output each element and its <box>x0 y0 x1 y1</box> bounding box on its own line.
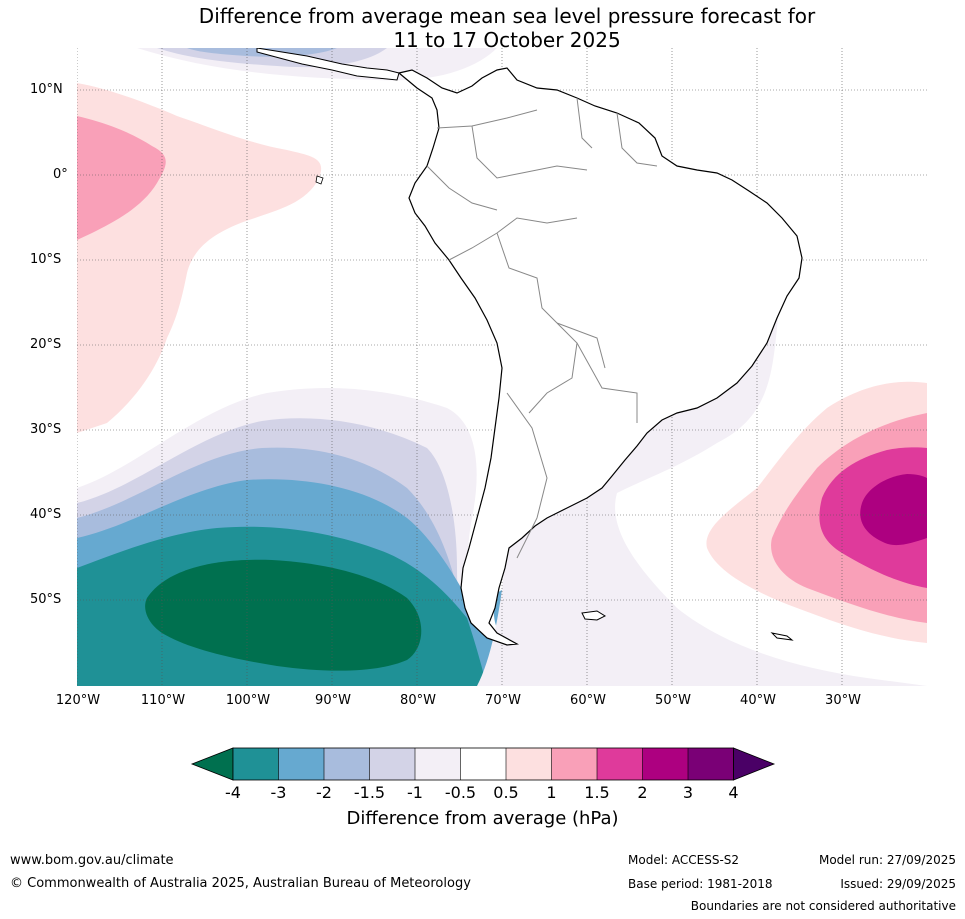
colorbar-outline <box>232 747 734 781</box>
legend-tick-minus-1-5: -1.5 <box>353 783 386 802</box>
colorbar-bin-5 <box>415 748 461 780</box>
colorbar-bin-6 <box>460 748 506 780</box>
lon-label-110w: 110°W <box>140 693 186 708</box>
south-georgia-island <box>770 632 794 641</box>
lat-label-30s: 30°S <box>30 422 62 437</box>
lon-label-40w: 40°W <box>740 693 776 708</box>
colorbar-bin-2 <box>278 748 324 780</box>
lat-label-40s: 40°S <box>30 507 62 522</box>
country-borders <box>426 97 658 559</box>
footer-model: Model: ACCESS-S2 <box>628 853 740 867</box>
colorbar-bin-10 <box>642 748 688 780</box>
anomaly-west-pink <box>77 116 166 240</box>
title-line-1: Difference from average mean sea level p… <box>198 4 816 28</box>
legend-tick-minus-3: -3 <box>270 783 287 802</box>
colorbar-bin-4 <box>369 748 415 780</box>
legend-tick-minus-2: -2 <box>316 783 332 802</box>
anomaly-sw-deep-green <box>145 559 422 671</box>
colorbar-bin-7 <box>506 748 552 780</box>
lon-label-90w: 90°W <box>315 693 351 708</box>
lat-label-0: 0° <box>53 167 68 182</box>
lon-label-60w: 60°W <box>570 693 606 708</box>
legend-tick-1-5: 1.5 <box>584 783 610 802</box>
legend-tick-0-5: 0.5 <box>493 783 519 802</box>
lon-label-80w: 80°W <box>400 693 436 708</box>
galapagos-islands <box>315 175 324 185</box>
pressure-anomaly-map <box>77 48 927 686</box>
lon-label-70w: 70°W <box>485 693 521 708</box>
footer-model-run: Model run: 27/09/2025 <box>818 853 956 867</box>
lon-label-50w: 50°W <box>655 693 691 708</box>
falkland-islands <box>581 610 607 621</box>
colorbar-bin-1 <box>233 748 279 780</box>
lat-label-10s: 10°S <box>30 252 62 267</box>
colorbar-bin-3 <box>324 748 370 780</box>
footer-url[interactable]: www.bom.gov.au/climate <box>10 853 174 868</box>
lon-label-100w: 100°W <box>225 693 271 708</box>
footer-copyright: © Commonwealth of Australia 2025, Austra… <box>10 876 471 891</box>
legend-tick-minus-1: -1 <box>407 783 423 802</box>
legend-tick-minus-4: -4 <box>225 783 241 802</box>
lat-label-10n: 10°N <box>30 82 63 97</box>
colorbar-low-extend <box>190 747 234 781</box>
colorbar-high-extend <box>733 747 776 781</box>
legend-tick-1: 1 <box>546 783 557 802</box>
footer-disclaimer: Boundaries are not considered authoritat… <box>690 899 956 913</box>
lon-label-120w: 120°W <box>55 693 101 708</box>
chart-title: Difference from average mean sea level p… <box>0 4 965 52</box>
central-america-coastline <box>256 48 400 81</box>
colorbar-bin-9 <box>597 748 643 780</box>
lat-label-50s: 50°S <box>30 592 62 607</box>
colorbar-bin-11 <box>688 748 734 780</box>
south-america-coastline <box>397 67 803 646</box>
lat-label-20s: 20°S <box>30 337 62 352</box>
legend-units-label: Difference from average (hPa) <box>346 808 619 829</box>
legend-tick-4: 4 <box>728 783 739 802</box>
anomaly-atlantic-dark-magenta <box>860 474 927 546</box>
footer-base-period: Base period: 1981-2018 <box>628 877 773 891</box>
legend-tick-minus-0-5: -0.5 <box>444 783 477 802</box>
legend-tick-2: 2 <box>637 783 648 802</box>
colorbar-legend <box>190 747 776 781</box>
colorbar-bin-8 <box>551 748 597 780</box>
legend-tick-3: 3 <box>682 783 694 802</box>
footer-issued: Issued: 29/09/2025 <box>840 877 956 891</box>
lon-label-30w: 30°W <box>825 693 861 708</box>
